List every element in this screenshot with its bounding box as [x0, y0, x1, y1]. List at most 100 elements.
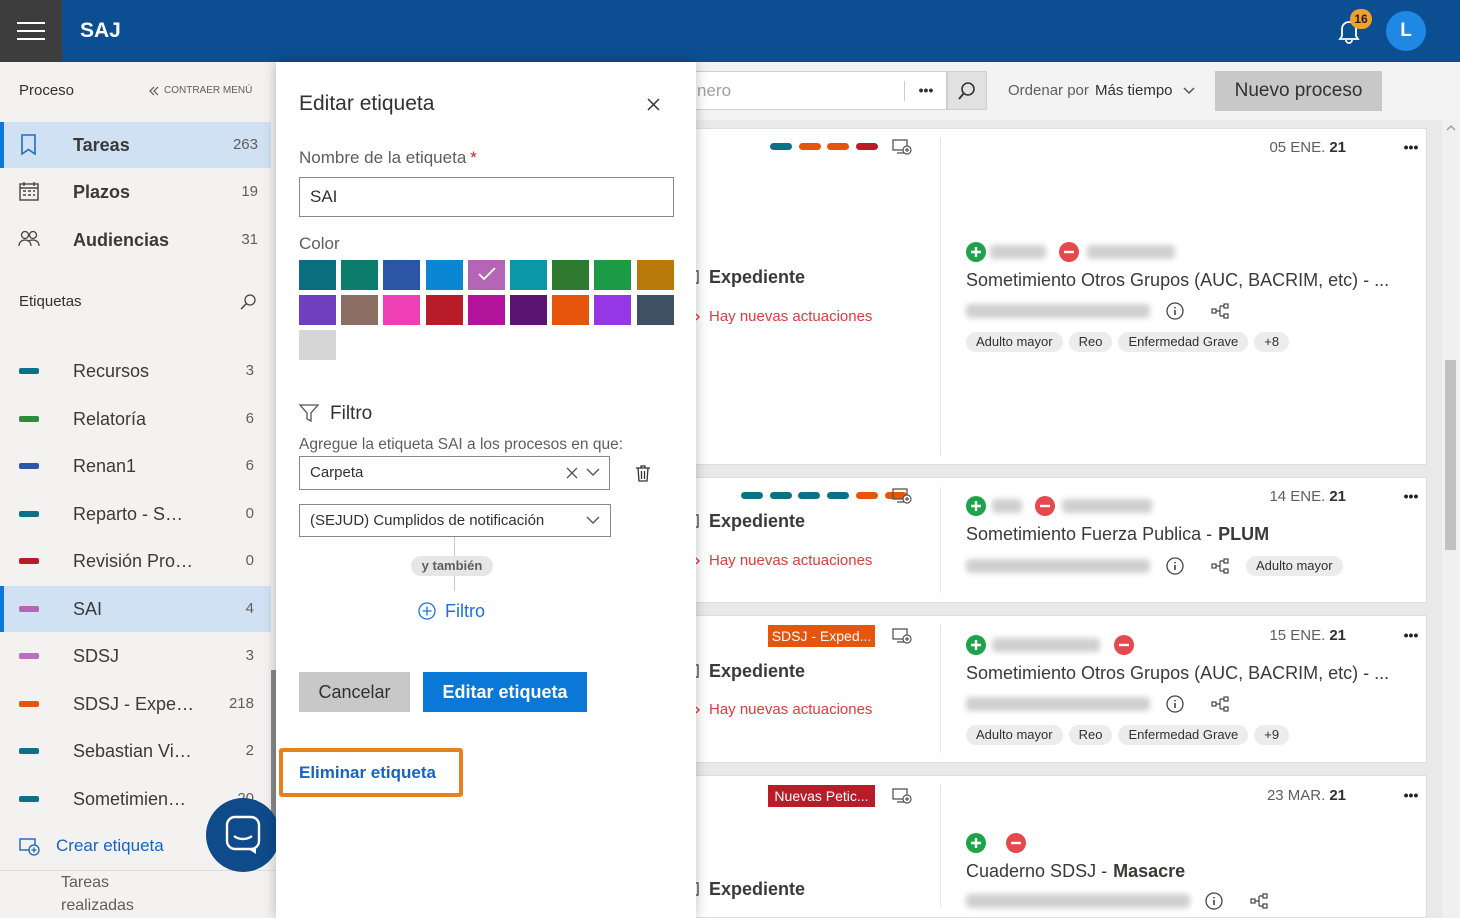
color-swatch[interactable] — [299, 260, 336, 290]
color-swatch[interactable] — [341, 260, 379, 290]
icon-part — [566, 467, 578, 479]
remove-icon[interactable] — [1035, 496, 1055, 516]
color-swatch[interactable] — [636, 260, 674, 290]
nav-label[interactable]: Audiencias — [73, 230, 170, 250]
color-swatch[interactable] — [299, 295, 336, 325]
tree-icon[interactable] — [1250, 893, 1268, 909]
info-icon[interactable] — [1166, 557, 1184, 575]
tag-label[interactable]: Sebastian Vi… — [73, 741, 192, 761]
color-swatch[interactable] — [594, 295, 632, 325]
submit-button[interactable]: Editar etiqueta — [423, 672, 587, 712]
color-swatch[interactable] — [383, 260, 421, 290]
hamburger-icon[interactable] — [17, 22, 45, 40]
clear-icon[interactable] — [566, 467, 578, 479]
color-swatch[interactable] — [467, 295, 505, 325]
add-icon[interactable] — [966, 635, 986, 655]
color-swatch[interactable] — [383, 295, 421, 325]
close-icon[interactable] — [647, 98, 660, 111]
search-box[interactable]: nero ••• — [676, 71, 947, 110]
field-select[interactable]: Carpeta — [299, 456, 610, 490]
tag-pill[interactable]: +8 — [1254, 332, 1290, 352]
info-icon[interactable] — [1166, 695, 1184, 713]
tag-pill[interactable]: Reo — [1068, 332, 1113, 352]
add-filter-link[interactable]: Filtro — [445, 601, 485, 621]
tree-icon[interactable] — [1211, 303, 1229, 319]
tree-icon[interactable] — [1211, 558, 1229, 574]
info-icon[interactable] — [1166, 302, 1184, 320]
color-swatch[interactable] — [425, 260, 463, 290]
name-input[interactable]: SAI — [299, 177, 674, 217]
add-icon[interactable] — [966, 242, 986, 262]
remove-icon[interactable] — [1114, 635, 1134, 655]
value-select[interactable]: (SEJUD) Cumplidos de notificación — [299, 504, 611, 537]
card-more[interactable]: ••• — [1403, 139, 1419, 155]
remove-icon[interactable] — [1059, 242, 1079, 262]
tree-icon[interactable] — [1211, 696, 1229, 712]
tag-label[interactable]: Recursos — [73, 361, 150, 381]
add-filter-icon[interactable] — [418, 602, 436, 620]
card-action-icon[interactable] — [892, 139, 912, 155]
color-swatch[interactable] — [510, 295, 547, 325]
color-swatch[interactable] — [594, 260, 632, 290]
tag-label[interactable]: Reparto - S… — [73, 503, 184, 524]
done-tasks[interactable]: Tareas realizadas — [61, 874, 134, 914]
collapse-icon[interactable] — [149, 86, 159, 96]
color-swatch[interactable] — [552, 260, 590, 290]
tags-search-icon[interactable] — [240, 294, 256, 310]
process-card[interactable] — [690, 477, 1427, 603]
nav-label[interactable]: Plazos — [73, 182, 131, 202]
dialog-title: Editar etiqueta — [299, 92, 435, 115]
color-swatch[interactable] — [510, 260, 547, 290]
icon-part — [695, 557, 700, 565]
info-icon[interactable] — [1205, 892, 1223, 910]
blurred-field — [966, 697, 1150, 711]
nav-icon — [19, 182, 39, 201]
card-action-icon[interactable] — [892, 628, 912, 644]
color-swatch[interactable] — [467, 260, 505, 290]
tag-pill[interactable]: Adulto mayor — [966, 332, 1063, 352]
cancel-button[interactable]: Cancelar — [299, 672, 410, 712]
remove-icon[interactable] — [1006, 833, 1026, 853]
search-button[interactable] — [947, 71, 987, 110]
color-swatch[interactable] — [425, 295, 463, 325]
add-icon[interactable] — [966, 496, 986, 516]
tag-label[interactable]: SAI — [73, 598, 103, 619]
user-avatar[interactable]: L — [1386, 11, 1426, 51]
color-swatch[interactable] — [636, 295, 674, 325]
tag-pill[interactable]: Reo — [1068, 725, 1113, 745]
tag-pill[interactable]: +9 — [1254, 725, 1290, 745]
sort-value[interactable]: Más tiempo — [1095, 82, 1173, 99]
tag-label[interactable]: Renan1 — [73, 456, 137, 476]
color-swatch[interactable] — [552, 295, 590, 325]
collapse-menu[interactable]: CONTRAER MENÚ — [164, 85, 253, 96]
tag-label[interactable]: SDSJ - Expe… — [73, 693, 195, 714]
card-action-icon[interactable] — [892, 488, 912, 504]
search-more[interactable]: ••• — [918, 82, 934, 98]
color-swatch[interactable] — [299, 330, 336, 360]
color-swatch[interactable] — [341, 295, 379, 325]
icon-part — [1223, 568, 1229, 574]
tag-label[interactable]: SDSJ — [73, 646, 120, 666]
add-icon[interactable] — [966, 833, 986, 853]
nav-label[interactable]: Tareas — [73, 135, 130, 155]
create-tag-link[interactable]: Crear etiqueta — [56, 836, 164, 855]
chat-button[interactable] — [206, 798, 280, 872]
tag-label[interactable]: Sometimien… — [73, 788, 187, 809]
tag-pill[interactable]: Adulto mayor — [1246, 556, 1343, 576]
card-more[interactable]: ••• — [1403, 787, 1419, 803]
tag-label[interactable]: Relatoría — [73, 408, 147, 429]
icon-part — [21, 134, 36, 156]
delete-filter-icon[interactable] — [636, 465, 650, 482]
new-process-button[interactable]: Nuevo proceso — [1215, 71, 1382, 111]
tag-pill[interactable]: Enfermedad Grave — [1118, 332, 1249, 352]
card-action-icon[interactable] — [892, 788, 912, 804]
delete-link[interactable]: Eliminar etiqueta — [299, 763, 436, 782]
process-card[interactable] — [690, 128, 1427, 465]
create-tag-icon[interactable] — [19, 838, 40, 856]
tag-pill[interactable]: Adulto mayor — [966, 725, 1063, 745]
tag-pill[interactable]: Enfermedad Grave — [1118, 725, 1249, 745]
icon-part — [695, 706, 700, 714]
card-more[interactable]: ••• — [1403, 627, 1419, 643]
card-more[interactable]: ••• — [1403, 488, 1419, 504]
tag-label[interactable]: Revisión Pro… — [73, 551, 194, 571]
